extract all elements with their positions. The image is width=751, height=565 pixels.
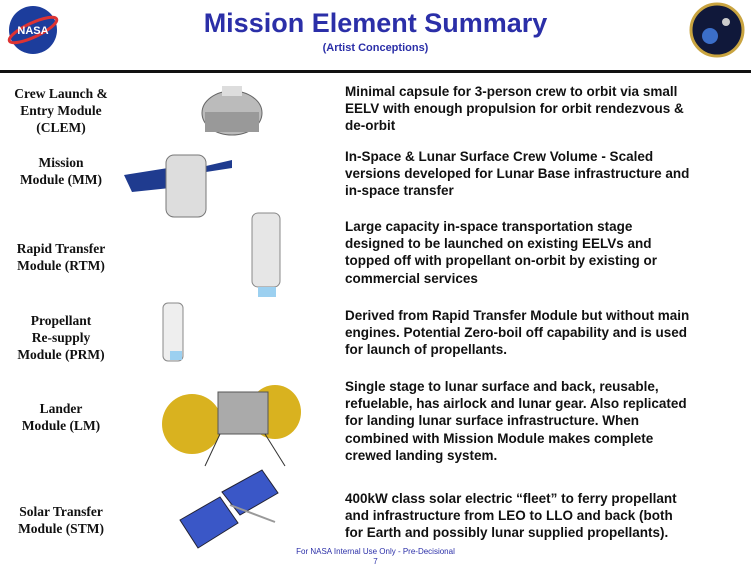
footer-note: For NASA Internal Use Only - Pre-Decisio… xyxy=(296,547,455,556)
description-line: In-Space & Lunar Surface Crew Volume - S… xyxy=(345,149,654,164)
description-line: 400kW class solar electric “fleet” to fe… xyxy=(345,491,677,506)
description-line: crewed landing system. xyxy=(345,447,498,463)
element-name: Lander Module (LM) xyxy=(0,400,122,434)
element-description: Minimal capsule for 3-person crew to orb… xyxy=(345,83,745,135)
description-line: Large capacity in-space transportation s… xyxy=(345,219,633,234)
description-line: Derived from Rapid Transfer Module but w… xyxy=(345,308,690,323)
name-line: Module (STM) xyxy=(18,521,104,536)
description-line: Minimal capsule for 3-person crew to orb… xyxy=(345,84,678,99)
description-line: combined with Mission Module makes compl… xyxy=(345,430,654,446)
name-line: Solar Transfer xyxy=(19,504,103,519)
description-line: Single stage to lunar surface and back, … xyxy=(345,379,659,394)
element-description: In-Space & Lunar Surface Crew Volume - S… xyxy=(345,148,745,200)
name-line: Propellant xyxy=(30,313,92,328)
svg-text:NASA: NASA xyxy=(17,25,48,37)
description-line: in-space transfer xyxy=(345,183,454,199)
name-line: Mission xyxy=(38,155,84,170)
description-line: versions developed for Lunar Base infras… xyxy=(345,166,690,182)
page-number: 7 xyxy=(373,557,378,565)
element-name: Solar Transfer Module (STM) xyxy=(0,503,122,537)
name-line: Re-supply xyxy=(31,330,91,345)
description-line: refuelable, has airlock and lunar gear. … xyxy=(345,396,687,412)
description-line: commercial services xyxy=(345,270,478,286)
description-line: designed to be launched on existing EELV… xyxy=(345,236,652,252)
stm-image xyxy=(179,469,279,549)
footer: For NASA Internal Use Only - Pre-Decisio… xyxy=(0,547,751,565)
description-line: and infrastructure from LEO to LLO and b… xyxy=(345,508,673,524)
description-line: for landing lunar surface infrastructure… xyxy=(345,413,640,429)
name-line: Module (LM) xyxy=(21,418,101,433)
subtitle: (Artist Conceptions) xyxy=(322,42,429,54)
description-line: EELV with enough propulsion for orbit re… xyxy=(345,101,684,117)
element-name: Mission Module (MM) xyxy=(0,154,122,188)
element-description: 400kW class solar electric “fleet” to fe… xyxy=(345,490,745,542)
name-line: Rapid Transfer xyxy=(16,241,106,256)
lm-image xyxy=(162,385,301,467)
description-line: for Earth and possibly lunar supplied pr… xyxy=(345,525,669,541)
element-name: Rapid Transfer Module (RTM) xyxy=(0,240,122,274)
rtm-image xyxy=(251,212,281,297)
name-line: Module (RTM) xyxy=(17,258,105,273)
element-name: Propellant Re-supply Module (PRM) xyxy=(0,312,122,363)
mm-image xyxy=(124,154,232,218)
element-description: Derived from Rapid Transfer Module but w… xyxy=(345,307,745,359)
name-line: (CLEM) xyxy=(36,120,86,135)
divider xyxy=(0,70,751,73)
title: Mission Element Summary xyxy=(203,8,548,38)
description-line: de-orbit xyxy=(345,118,396,134)
description-line: engines. Potential Zero-boil off capabil… xyxy=(345,325,688,341)
nasa-logo: NASA xyxy=(7,6,59,54)
element-description: Large capacity in-space transportation s… xyxy=(345,218,745,287)
name-line: Crew Launch & xyxy=(14,86,108,101)
name-line: Entry Module xyxy=(20,103,102,118)
clem-image xyxy=(201,86,263,136)
exploration-emblem xyxy=(689,2,745,58)
name-line: Module (MM) xyxy=(19,172,103,187)
element-name: Crew Launch & Entry Module (CLEM) xyxy=(0,85,122,136)
description-line: for launch of propellants. xyxy=(345,342,508,358)
element-description: Single stage to lunar surface and back, … xyxy=(345,378,745,464)
name-line: Module (PRM) xyxy=(17,347,105,362)
prm-image xyxy=(162,302,184,362)
description-line: topped off with propellant on-orbit by e… xyxy=(345,253,657,269)
name-line: Lander xyxy=(39,401,83,416)
